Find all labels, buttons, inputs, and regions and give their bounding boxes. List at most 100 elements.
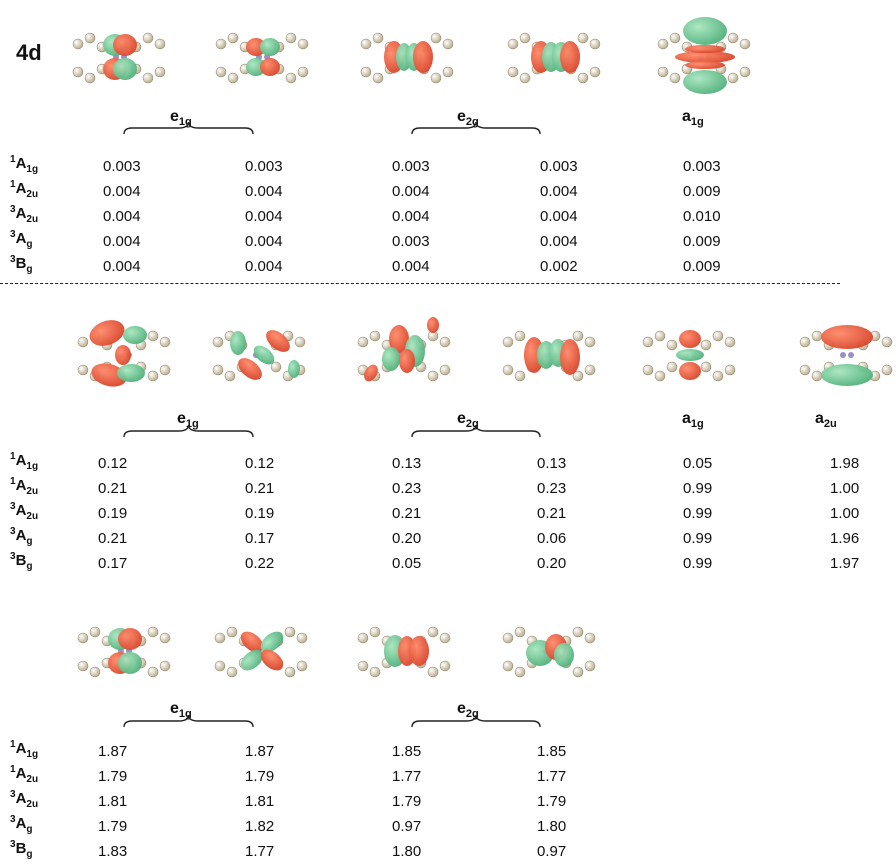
occupation-value: 1.87 xyxy=(245,743,275,760)
occupation-value: 1.80 xyxy=(537,818,567,835)
state-subscript: 1g xyxy=(26,749,39,760)
occupation-value: 0.004 xyxy=(540,208,578,225)
occupation-value: 0.17 xyxy=(98,555,128,572)
orbital-isosurface-e1c xyxy=(214,626,308,678)
orbital-lobe xyxy=(266,330,290,352)
ligand-atom xyxy=(214,632,226,644)
ligand-atom xyxy=(700,361,712,373)
ligand-atom xyxy=(642,336,654,348)
state-label: 3Bg xyxy=(10,551,33,572)
symmetry-subscript: 1g xyxy=(178,116,192,129)
occupation-value: 1.83 xyxy=(98,843,128,860)
state-subscript: g xyxy=(26,239,33,250)
spin-multiplicity: 3 xyxy=(10,789,16,800)
ligand-atom xyxy=(502,364,514,376)
occupation-value: 0.009 xyxy=(683,233,721,250)
symmetry-base: a xyxy=(682,410,691,427)
ligand-atom xyxy=(227,32,239,44)
occupation-value: 1.00 xyxy=(830,505,860,522)
orbital-isosurface-e1b xyxy=(215,32,309,84)
orbital-lobe xyxy=(117,364,145,382)
orbital-lobe xyxy=(679,362,701,380)
occupation-value: 0.004 xyxy=(245,233,283,250)
orbital-lobe xyxy=(389,325,409,353)
occupation-value: 0.004 xyxy=(103,208,141,225)
orbital-lobe xyxy=(675,51,735,63)
occupation-value: 0.97 xyxy=(392,818,422,835)
orbital-lobe xyxy=(123,326,147,344)
ligand-atom xyxy=(572,330,584,342)
ligand-atom xyxy=(584,364,596,376)
occupation-value: 0.004 xyxy=(103,258,141,275)
occupation-value: 0.05 xyxy=(392,555,422,572)
ligand-atom xyxy=(799,336,811,348)
occupation-value: 0.19 xyxy=(98,505,128,522)
ligand-atom xyxy=(142,32,154,44)
ligand-atom xyxy=(712,330,724,342)
orbital-isosurface-mix2 xyxy=(212,330,306,382)
ligand-atom xyxy=(159,336,171,348)
state-label: 3Ag xyxy=(10,229,33,250)
symmetry-label-a2u: a2u xyxy=(815,410,837,430)
ligand-atom xyxy=(654,330,666,342)
occupation-value: 0.99 xyxy=(683,480,713,497)
ligand-atom xyxy=(142,72,154,84)
occupation-value: 0.004 xyxy=(103,183,141,200)
occupation-value: 1.85 xyxy=(392,743,422,760)
occupation-value: 0.19 xyxy=(245,505,275,522)
ligand-atom xyxy=(77,364,89,376)
metal-atom xyxy=(848,352,854,358)
ligand-atom xyxy=(589,38,601,50)
ligand-atom xyxy=(89,666,101,678)
ligand-atom xyxy=(584,632,596,644)
occupation-value: 0.99 xyxy=(683,505,713,522)
orbital-lobe xyxy=(554,643,574,667)
spin-multiplicity: 1 xyxy=(10,476,16,487)
ligand-atom xyxy=(712,370,724,382)
state-label: 1A2u xyxy=(10,476,38,497)
ligand-atom xyxy=(360,38,372,50)
orbital-lobe xyxy=(118,628,142,650)
orbital-lobe xyxy=(679,330,701,348)
spin-multiplicity: 1 xyxy=(10,739,16,750)
spin-multiplicity: 3 xyxy=(10,254,16,265)
state-subscript: 1g xyxy=(26,164,39,175)
ligand-atom xyxy=(739,66,751,78)
state-label: 1A1g xyxy=(10,154,38,175)
symmetry-base: e xyxy=(457,410,466,427)
symmetry-subscript: 1g xyxy=(690,116,704,129)
ligand-atom xyxy=(439,632,451,644)
ligand-atom xyxy=(369,330,381,342)
ligand-atom xyxy=(657,38,669,50)
spin-multiplicity: 3 xyxy=(10,551,16,562)
orbital-isosurface-e1a xyxy=(72,32,166,84)
ligand-atom xyxy=(724,336,736,348)
ligand-atom xyxy=(577,72,589,84)
state-label: 3Ag xyxy=(10,526,33,547)
orbital-lobe xyxy=(260,631,284,653)
state-label: 1A2u xyxy=(10,764,38,785)
orbital-lobe xyxy=(115,345,131,365)
state-symbol: A xyxy=(15,740,27,757)
degenerate-pair-brace xyxy=(411,424,541,438)
ligand-atom xyxy=(214,660,226,672)
orbital-lobe xyxy=(118,652,142,674)
occupation-value: 1.79 xyxy=(245,768,275,785)
degenerate-pair-brace xyxy=(411,714,541,728)
occupation-value: 1.97 xyxy=(830,555,860,572)
ligand-atom xyxy=(727,72,739,84)
state-symbol: A xyxy=(15,815,27,832)
orbital-lobe xyxy=(240,631,264,653)
degenerate-pair-brace xyxy=(123,714,254,728)
orbital-lobe xyxy=(238,358,262,380)
ligand-atom xyxy=(296,660,308,672)
ligand-atom xyxy=(642,364,654,376)
orbital-lobe xyxy=(364,364,378,382)
occupation-value: 1.98 xyxy=(830,455,860,472)
ligand-atom xyxy=(357,632,369,644)
state-symbol: A xyxy=(15,180,27,197)
ligand-atom xyxy=(589,66,601,78)
orbital-lobe xyxy=(524,337,544,373)
ligand-atom xyxy=(514,626,526,638)
occupation-value: 0.12 xyxy=(98,455,128,472)
